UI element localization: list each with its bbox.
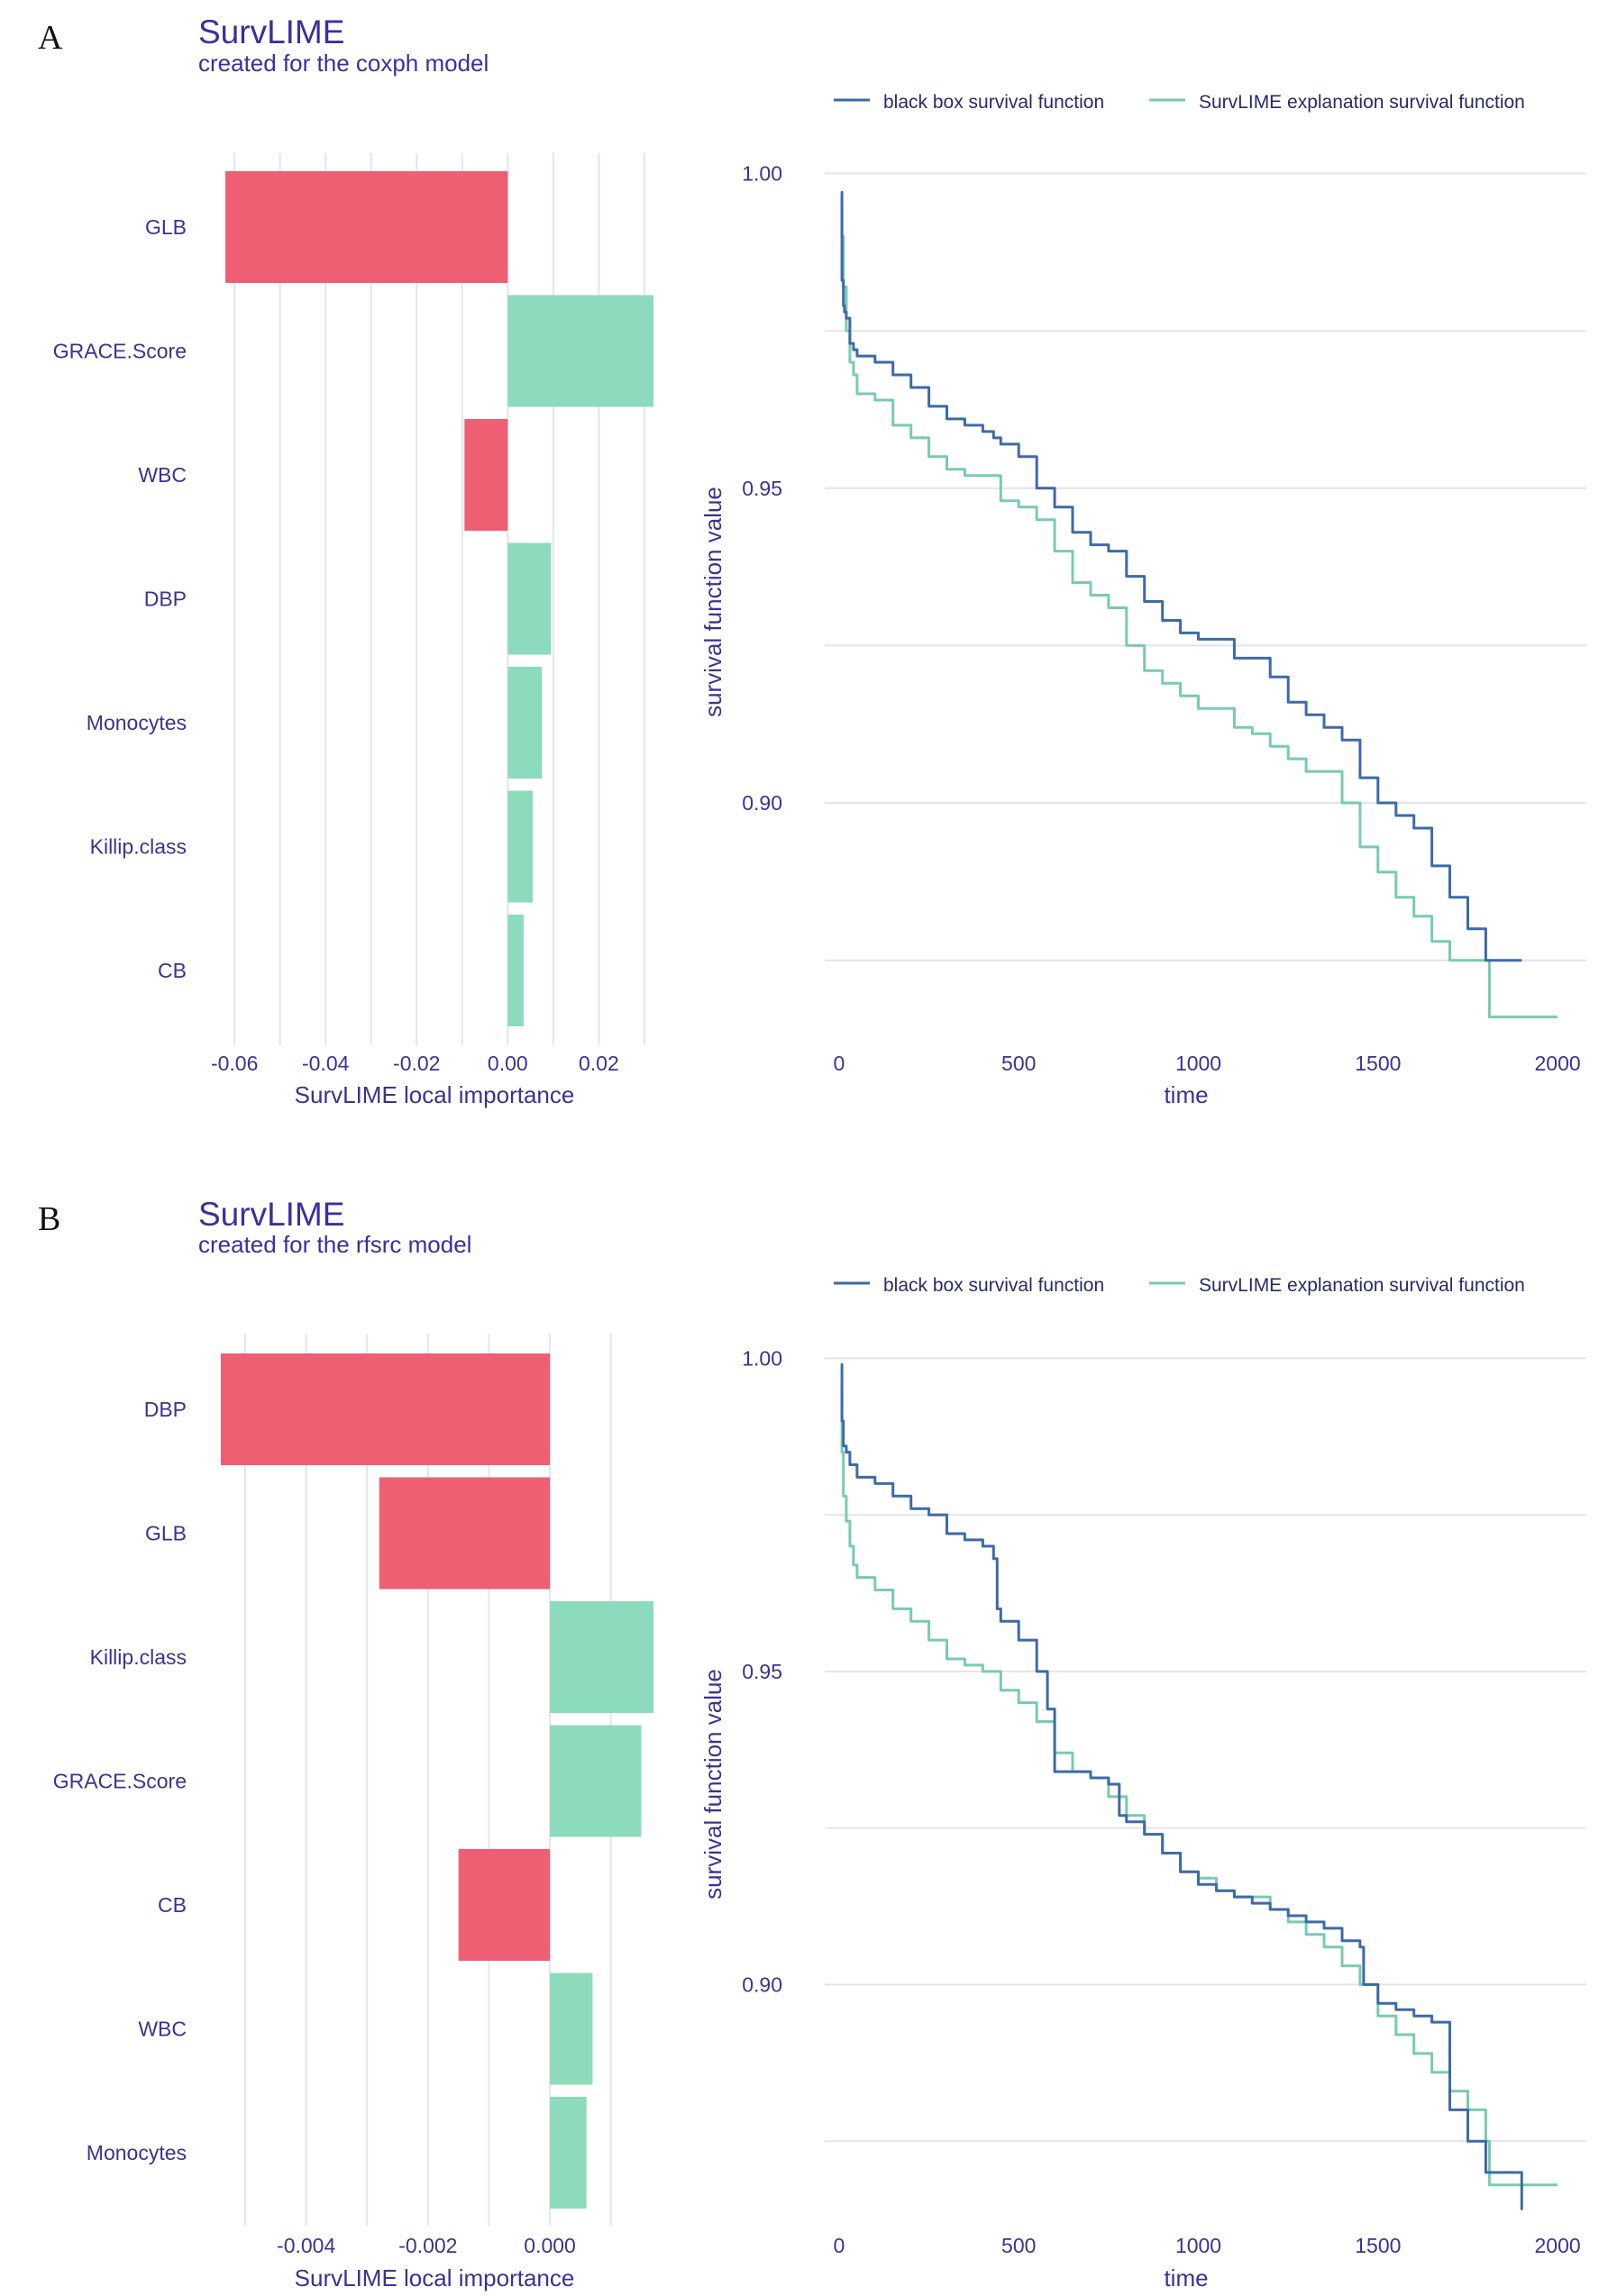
panel-b-legend: black box survival function SurvLIME exp… <box>834 1275 1525 1296</box>
importance-category-label: GRACE.Score <box>53 340 187 363</box>
importance-tick-label: 0.00 <box>488 1052 528 1075</box>
survival-ytick-label: 0.90 <box>742 1973 782 1996</box>
panel-b-letter: B <box>38 1200 60 1238</box>
importance-bar-dbp <box>507 542 552 655</box>
panel-a-importance-chart: GLB GRACE.Score WBC DBP Monocytes Killip.clas… <box>53 153 653 1075</box>
legend-black-box-label: black box survival function <box>883 92 1104 113</box>
importance-bar-cb <box>507 915 524 1026</box>
survival-xtick-label: 2000 <box>1535 1052 1581 1075</box>
legend-explanation-label: SurvLIME explanation survival function <box>1199 1275 1525 1296</box>
panel-b-title: SurvLIME <box>198 1196 344 1233</box>
panel-b-survival-ylabel: survival function value <box>699 1669 726 1900</box>
importance-category-label: DBP <box>144 588 187 611</box>
importance-category-label: GLB <box>145 1522 187 1545</box>
importance-category-label: Killip.class <box>90 835 187 859</box>
importance-bar-grace-score <box>550 1725 642 1837</box>
panel-b-importance-xlabel: SurvLIME local importance <box>295 2264 575 2291</box>
explanation-survival-line <box>840 196 1558 1019</box>
importance-category-label: WBC <box>138 463 187 487</box>
importance-category-label: GLB <box>145 215 187 239</box>
panel-a-importance-xlabel: SurvLIME local importance <box>295 1081 575 1108</box>
importance-bar-dbp <box>221 1353 551 1465</box>
importance-bar-cb <box>458 1849 551 1961</box>
panel-a-survival-ylabel: survival function value <box>699 487 726 717</box>
panel-a: A SurvLIME created for the coxph model b… <box>38 14 1586 1108</box>
black-box-survival-line <box>840 190 1522 962</box>
black-box-survival-line <box>840 1362 1523 2210</box>
survival-ytick-label: 1.00 <box>742 1346 782 1370</box>
panel-a-letter: A <box>38 19 63 57</box>
legend-explanation-label: SurvLIME explanation survival function <box>1199 92 1525 113</box>
panel-a-legend: black box survival function SurvLIME exp… <box>834 92 1525 113</box>
importance-bar-killip-class <box>550 1601 653 1713</box>
survival-xtick-label: 1000 <box>1175 1052 1221 1075</box>
importance-tick-label: -0.04 <box>302 1052 350 1075</box>
panel-a-subtitle: created for the coxph model <box>198 50 489 77</box>
importance-tick-label: 0.02 <box>579 1052 619 1075</box>
importance-bar-glb <box>379 1477 551 1590</box>
survival-ytick-label: 0.95 <box>742 477 782 500</box>
importance-tick-label: -0.06 <box>211 1052 258 1075</box>
importance-tick-label: -0.002 <box>398 2234 457 2257</box>
importance-category-label: DBP <box>144 1398 187 1421</box>
importance-category-label: GRACE.Score <box>53 1770 187 1793</box>
importance-tick-label: 0.000 <box>524 2234 576 2257</box>
survival-xtick-label: 2000 <box>1535 2234 1581 2257</box>
panel-b: B SurvLIME created for the rfsrc model b… <box>38 1196 1586 2291</box>
importance-category-label: CB <box>158 1893 187 1917</box>
importance-bar-glb <box>225 171 508 283</box>
importance-tick-label: -0.02 <box>393 1052 440 1075</box>
importance-bar-monocytes <box>550 2097 587 2209</box>
panel-b-importance-chart: DBP GLB Killip.class GRACE.Score CB WBC Monocy… <box>53 1334 653 2257</box>
importance-category-label: Monocytes <box>87 711 187 734</box>
panel-a-survival-xlabel: time <box>1164 1081 1208 1108</box>
importance-category-label: Monocytes <box>87 2141 187 2164</box>
importance-category-label: CB <box>158 959 187 982</box>
panel-b-subtitle: created for the rfsrc model <box>198 1231 471 1258</box>
importance-category-label: Killip.class <box>90 1645 187 1669</box>
importance-bar-wbc <box>550 1973 593 2085</box>
panel-b-survival-xlabel: time <box>1164 2264 1208 2291</box>
survival-xtick-label: 1500 <box>1355 2234 1401 2257</box>
importance-bar-killip-class <box>507 790 534 903</box>
survival-xtick-label: 500 <box>1001 2234 1036 2257</box>
legend-black-box-label: black box survival function <box>883 1275 1104 1296</box>
importance-bar-wbc <box>464 419 508 531</box>
survival-xtick-label: 1500 <box>1355 1052 1401 1075</box>
survival-ytick-label: 1.00 <box>742 161 782 185</box>
survival-xtick-label: 0 <box>834 2234 845 2257</box>
panel-a-survival-chart: 0.90 0.95 1.00 0 500 1000 1500 2000 <box>742 161 1586 1075</box>
importance-category-label: WBC <box>138 2018 187 2041</box>
survival-xtick-label: 0 <box>834 1052 845 1075</box>
explanation-survival-line <box>840 1381 1558 2187</box>
survival-ytick-label: 0.90 <box>742 791 782 815</box>
survival-xtick-label: 1000 <box>1175 2234 1221 2257</box>
panel-b-survival-chart: 0.90 0.95 1.00 0 500 1000 1500 2000 <box>742 1346 1586 2257</box>
importance-tick-label: -0.004 <box>277 2234 335 2257</box>
importance-bar-grace-score <box>507 295 653 407</box>
survival-xtick-label: 500 <box>1001 1052 1036 1075</box>
importance-bar-monocytes <box>507 667 543 779</box>
panel-a-title: SurvLIME <box>198 14 344 50</box>
survival-ytick-label: 0.95 <box>742 1660 782 1683</box>
